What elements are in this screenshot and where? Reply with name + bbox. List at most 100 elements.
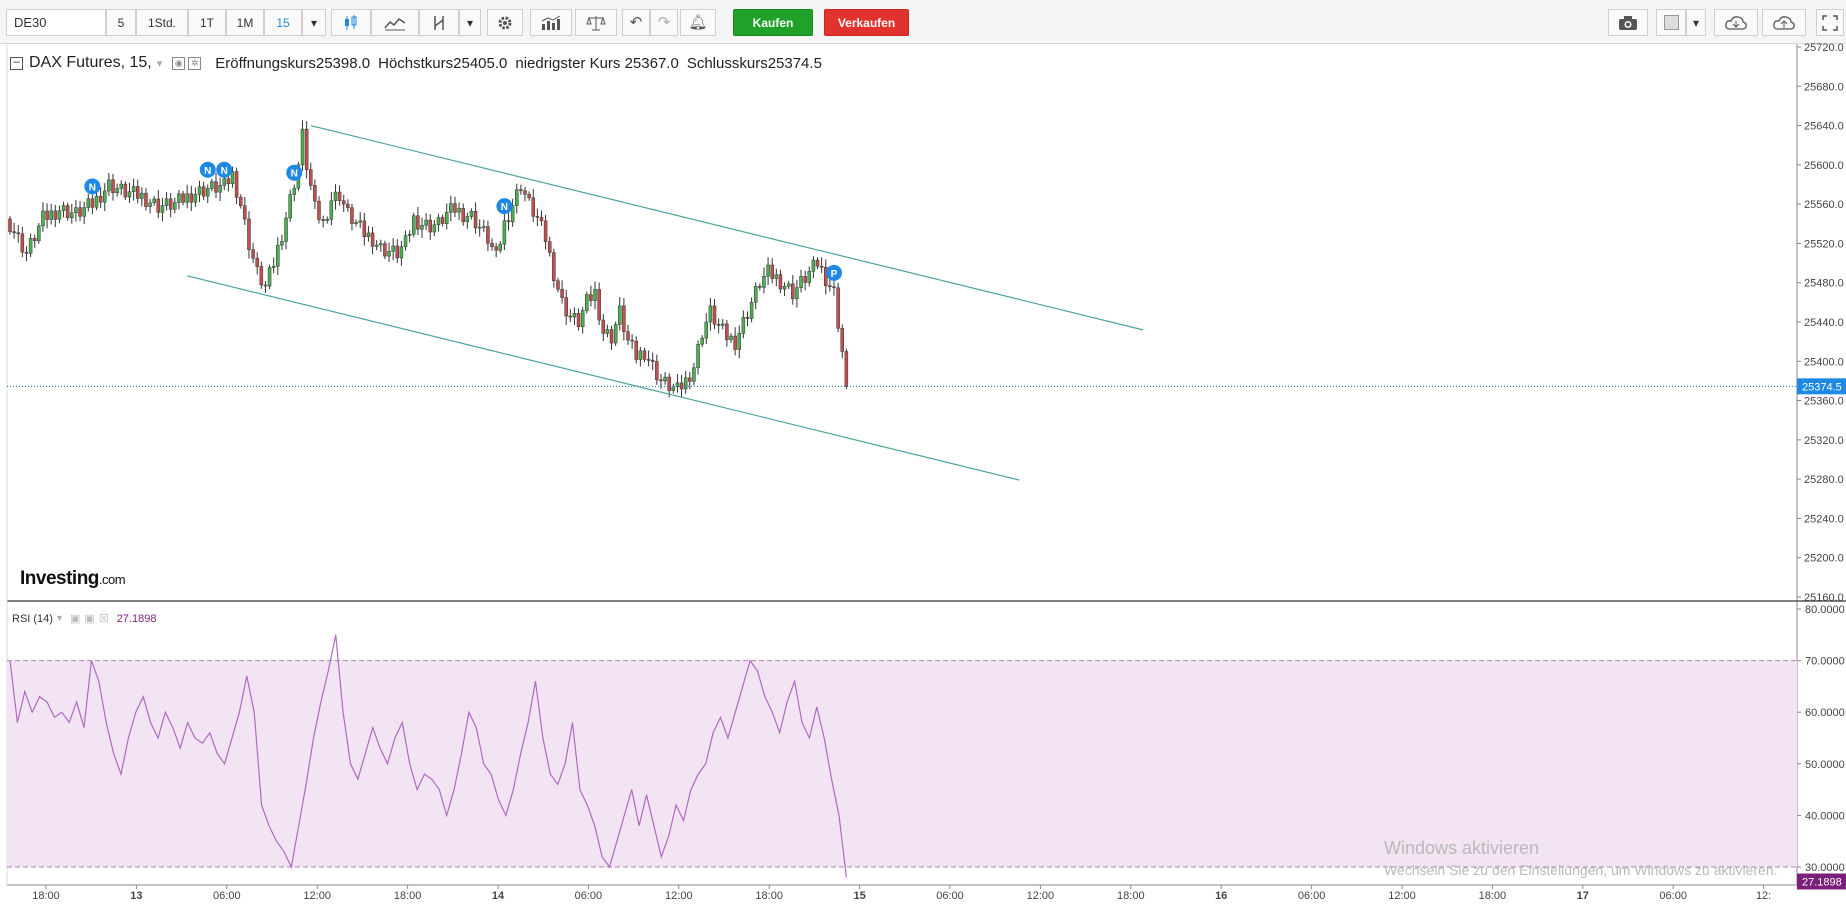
candle-body: [560, 288, 564, 298]
candle-body: [786, 283, 791, 287]
candle-body: [449, 203, 453, 213]
symbol-input[interactable]: DE30: [6, 9, 106, 36]
candle-body: [556, 280, 560, 290]
candle-body: [745, 317, 750, 319]
candle-body: [383, 243, 387, 257]
candle-body: [799, 276, 803, 288]
high-label: Höchstkurs: [378, 54, 454, 72]
x-tick-label: 12:: [1756, 890, 1771, 902]
candle-body: [782, 286, 787, 290]
cloud-upload-button[interactable]: [1762, 9, 1806, 36]
news-marker-label: N: [501, 202, 508, 213]
trend-channel-line: [187, 275, 1020, 481]
candle-body: [135, 186, 140, 199]
y-tick-label: 25400.0: [1804, 356, 1844, 368]
candle-type-button[interactable]: [331, 9, 371, 36]
interval-15m[interactable]: 15: [264, 9, 302, 36]
legend-caret-icon[interactable]: ▾: [156, 57, 163, 70]
interval-1month[interactable]: 1M: [226, 9, 264, 36]
candle-body: [387, 251, 391, 257]
x-tick-label: 12:00: [665, 890, 693, 902]
candle-body: [263, 284, 268, 287]
candle-body: [490, 242, 494, 248]
open-value: 25398.0: [315, 54, 371, 72]
visibility-icon[interactable]: ▣: [70, 613, 81, 625]
candle-body: [515, 189, 519, 206]
candle-body: [45, 210, 49, 220]
screenshot-button[interactable]: [1608, 9, 1648, 36]
collapse-icon[interactable]: –: [10, 56, 23, 70]
x-tick-label: 13: [130, 890, 142, 902]
alert-button[interactable]: 🔔︎: [680, 9, 716, 36]
color-picker-dropdown[interactable]: ▾: [1686, 9, 1706, 36]
candle-body: [127, 191, 132, 198]
drawing-tools-button[interactable]: [419, 9, 459, 36]
news-marker-label: N: [204, 166, 211, 177]
news-marker: [216, 161, 233, 178]
drawing-tools-dropdown[interactable]: ▾: [459, 9, 481, 36]
cloud-upload-icon: [1773, 15, 1795, 30]
interval-1d[interactable]: 1T: [188, 9, 226, 36]
sell-button[interactable]: Verkaufen: [824, 9, 909, 36]
last-price-tag: [1797, 378, 1846, 395]
close-icon[interactable]: ☒: [98, 613, 109, 625]
rsi-caret-icon[interactable]: ▾: [56, 613, 62, 624]
compare-button[interactable]: [575, 9, 617, 36]
candle-body: [325, 219, 329, 221]
undo-button[interactable]: ↶: [622, 9, 650, 36]
y-tick-label: 25600.0: [1804, 160, 1844, 172]
candle-body: [601, 319, 606, 334]
interval-1h[interactable]: 1Std.: [136, 9, 188, 36]
candle-body: [292, 188, 297, 195]
candle-body: [688, 377, 692, 382]
line-chart-icon: [384, 17, 406, 30]
candle-body: [642, 350, 647, 360]
interval-dropdown[interactable]: ▾: [302, 9, 326, 36]
fullscreen-icon: [1822, 14, 1838, 31]
y-tick-label: 25160.0: [1804, 592, 1844, 604]
candle-body: [140, 192, 144, 199]
y-tick-label: 25640.0: [1804, 121, 1844, 133]
gear-icon[interactable]: ✲: [188, 56, 202, 70]
candle-body: [634, 340, 638, 360]
candle-body: [251, 249, 255, 259]
candle-body: [589, 294, 593, 301]
gear-icon: [498, 16, 512, 29]
price-legend: – DAX Futures, 15, ▾ ◉ ✲ Eröffnungskurs …: [10, 54, 830, 72]
candle-body: [531, 197, 535, 217]
candle-body: [675, 382, 680, 387]
cloud-download-button[interactable]: [1714, 9, 1758, 36]
y-tick-label: 25360.0: [1804, 396, 1844, 408]
news-marker-label: P: [831, 269, 838, 280]
candle-body: [469, 210, 474, 217]
redo-button[interactable]: ↷: [650, 9, 678, 36]
interval-5m[interactable]: 5: [106, 9, 136, 36]
candle-body: [255, 257, 259, 267]
fullscreen-button[interactable]: [1816, 9, 1844, 36]
news-marker-label: N: [89, 182, 96, 193]
x-tick-label: 12:00: [1027, 890, 1055, 902]
indicators-button[interactable]: [371, 9, 419, 36]
candle-body: [655, 361, 659, 381]
caret-down-icon: ▾: [1692, 15, 1700, 30]
gear-icon[interactable]: ▣: [84, 613, 95, 625]
candle-body: [778, 274, 783, 290]
studies-button[interactable]: [530, 9, 572, 36]
candle-body: [436, 217, 441, 226]
rsi-value-tag-label: 27.1898: [1802, 877, 1842, 889]
candle-body: [692, 367, 696, 382]
candle-body: [646, 359, 651, 361]
buy-button[interactable]: Kaufen: [733, 9, 813, 36]
open-label: Eröffnungskurs: [215, 54, 316, 72]
color-picker-button[interactable]: [1656, 9, 1686, 36]
candle-body: [552, 252, 556, 281]
candle-body: [346, 203, 350, 208]
visibility-icon[interactable]: ◉: [172, 56, 186, 70]
x-tick-label: 18:00: [1479, 890, 1507, 902]
settings-button[interactable]: [487, 9, 523, 36]
candle-body: [201, 186, 206, 197]
candle-body: [243, 205, 247, 220]
candle-body: [412, 215, 416, 235]
candle-body: [803, 276, 807, 283]
